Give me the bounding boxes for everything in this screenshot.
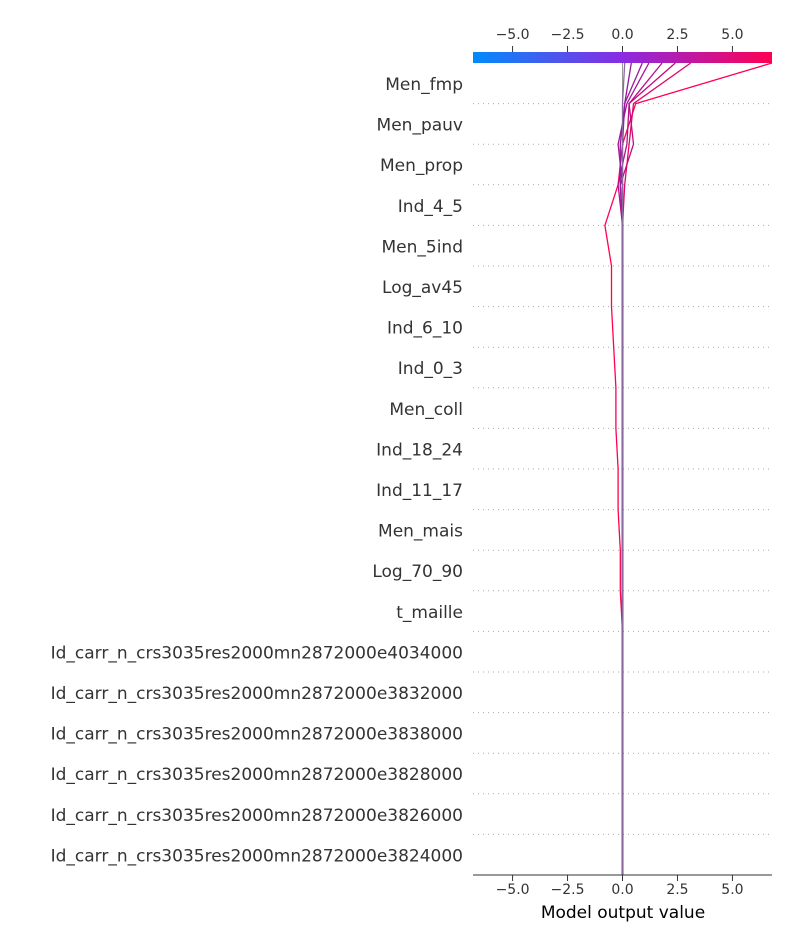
- top-axis-ticks: −5.0 −2.5 0.0 2.5 5.0: [496, 27, 744, 52]
- bottom-tick-label: 2.5: [666, 882, 688, 898]
- feature-label: Log_av45: [382, 278, 463, 298]
- feature-label: Id_carr_n_crs3035res2000mn2872000e382600…: [51, 806, 463, 826]
- feature-label: t_maille: [396, 603, 463, 623]
- bottom-axis-ticks: −5.0 −2.5 0.0 2.5 5.0: [496, 875, 744, 898]
- feature-label: Men_5ind: [381, 237, 463, 257]
- feature-labels: Men_fmp Men_pauv Men_prop Ind_4_5 Men_5ind Lo…: [51, 75, 464, 866]
- decision-lines: [604, 62, 773, 875]
- bottom-tick-label: −2.5: [551, 882, 585, 898]
- feature-label: Men_coll: [389, 400, 463, 420]
- feature-label: Men_pauv: [377, 116, 463, 136]
- bottom-tick-label: 5.0: [721, 882, 743, 898]
- x-axis-label: Model output value: [541, 903, 705, 923]
- feature-label: Ind_0_3: [398, 359, 463, 379]
- feature-label: Men_prop: [380, 156, 463, 176]
- feature-label: Ind_11_17: [376, 481, 463, 501]
- bottom-tick-label: 0.0: [611, 882, 633, 898]
- top-tick-label: 0.0: [611, 27, 633, 43]
- top-tick-label: −5.0: [496, 27, 530, 43]
- decision-line: [621, 62, 626, 875]
- colorbar-gradient: [473, 52, 772, 63]
- feature-label: Ind_18_24: [376, 440, 463, 460]
- feature-label: Men_fmp: [385, 75, 463, 95]
- feature-label: Log_70_90: [372, 562, 463, 582]
- feature-label: Id_carr_n_crs3035res2000mn2872000e383200…: [51, 684, 463, 704]
- decision-line: [621, 62, 692, 875]
- top-tick-label: 5.0: [721, 27, 743, 43]
- top-tick-label: −2.5: [551, 27, 585, 43]
- colorbar: [473, 52, 772, 63]
- feature-label: Men_mais: [378, 522, 463, 542]
- feature-label: Id_carr_n_crs3035res2000mn2872000e382800…: [51, 765, 463, 785]
- feature-label: Id_carr_n_crs3035res2000mn2872000e403400…: [51, 643, 463, 663]
- bottom-tick-label: −5.0: [496, 882, 530, 898]
- feature-label: Id_carr_n_crs3035res2000mn2872000e383800…: [51, 725, 463, 745]
- feature-label: Ind_4_5: [398, 197, 463, 217]
- top-tick-label: 2.5: [666, 27, 688, 43]
- feature-label: Ind_6_10: [387, 319, 463, 339]
- feature-label: Id_carr_n_crs3035res2000mn2872000e382400…: [51, 846, 463, 866]
